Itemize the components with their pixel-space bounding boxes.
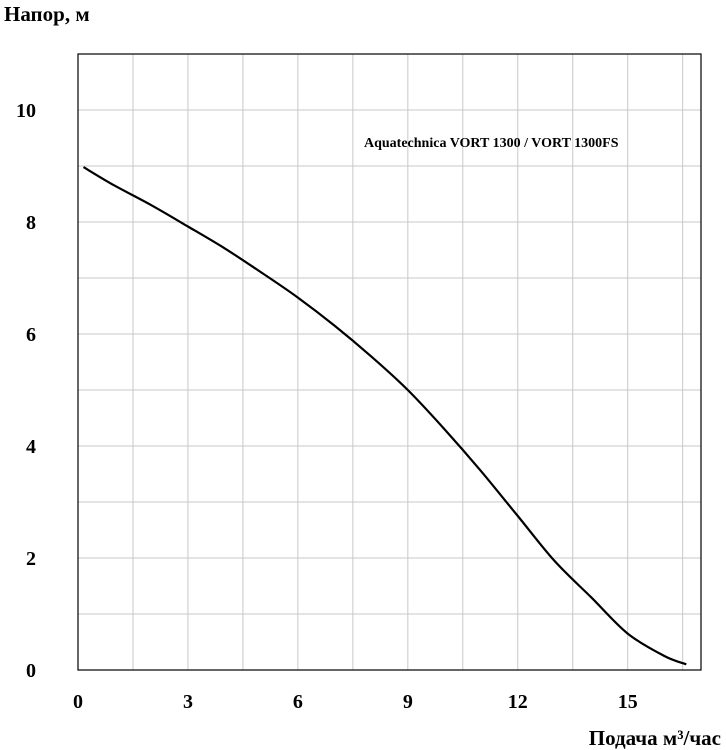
x-tick-label: 9	[403, 691, 413, 713]
y-tick-label: 6	[26, 324, 36, 346]
tick-labels: 0 3 6 9 12 15 0 2 4 6 8 10	[16, 100, 638, 713]
y-tick-label: 4	[26, 436, 36, 458]
y-tick-label: 2	[26, 548, 36, 570]
grid-lines	[78, 54, 701, 670]
plot-frame	[77, 53, 702, 671]
y-tick-label: 0	[26, 660, 36, 682]
x-tick-label: 6	[293, 691, 303, 713]
x-tick-label: 0	[73, 691, 83, 713]
pump-model-annotation: Aquatechnica VORT 1300 / VORT 1300FS	[364, 136, 619, 151]
y-axis-title: Напор, м	[4, 2, 90, 26]
y-tick-label: 8	[26, 212, 36, 234]
x-axis-title: Подача м³/час	[589, 726, 721, 750]
curve-group	[82, 166, 687, 666]
x-tick-label: 12	[508, 691, 528, 713]
x-tick-label: 3	[183, 691, 193, 713]
x-tick-label: 15	[618, 691, 638, 713]
head-flow-curve	[82, 166, 687, 666]
y-tick-label: 10	[16, 100, 36, 122]
